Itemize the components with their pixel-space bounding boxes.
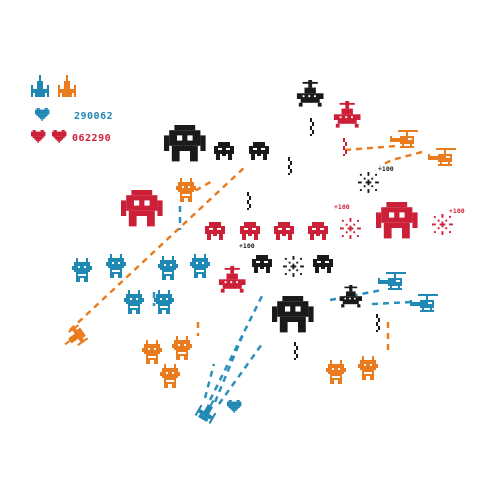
black-alien-enemy-4 bbox=[313, 255, 333, 273]
black-explosion-icon-2 bbox=[283, 256, 304, 277]
black-saucer-enemy-2 bbox=[339, 285, 362, 308]
blue-units bbox=[72, 254, 438, 425]
bonus-label-4: +100 bbox=[239, 242, 255, 250]
orange-bot-enemy-5 bbox=[326, 360, 346, 384]
red-alien-enemy-3 bbox=[274, 222, 294, 240]
red-robot-enemy-2 bbox=[376, 202, 418, 239]
bomb-icon-4 bbox=[294, 342, 298, 360]
blue-bot-enemy-5 bbox=[124, 290, 144, 314]
player2-heart-icon-2 bbox=[52, 130, 67, 143]
orange-bot-enemy-4 bbox=[160, 364, 180, 388]
black-saucer-enemy bbox=[296, 80, 324, 107]
hud: 290062 062290 bbox=[31, 75, 113, 144]
blue-laser-trail-1 bbox=[208, 295, 264, 401]
blue-player-ship-icon bbox=[194, 395, 222, 425]
red-explosion-icon bbox=[340, 218, 361, 239]
player1-score: 290062 bbox=[74, 111, 113, 122]
red-saucer-enemy-2 bbox=[218, 266, 246, 293]
orange-heli-trail-2 bbox=[379, 150, 423, 168]
blue-laser-trail-2 bbox=[213, 331, 246, 403]
black-alien-enemy-3 bbox=[252, 255, 272, 273]
red-bomb-icon bbox=[343, 138, 347, 156]
orange-helicopter-enemy-2 bbox=[428, 148, 456, 166]
bonus-label-1: +100 bbox=[378, 165, 394, 173]
red-explosion-icon-2 bbox=[432, 214, 453, 235]
blue-helicopter-enemy-2 bbox=[410, 294, 438, 312]
bomb-icon bbox=[288, 157, 292, 175]
blue-bot-enemy bbox=[72, 258, 92, 282]
laser-trails bbox=[69, 144, 423, 405]
orange-bot-enemy-6 bbox=[358, 356, 378, 380]
black-alien-enemy bbox=[214, 142, 234, 160]
blue-heart-icon bbox=[227, 400, 242, 413]
orange-heli-trail bbox=[344, 144, 397, 152]
blue-laser-trail-4 bbox=[203, 363, 216, 399]
black-robot-enemy-2 bbox=[272, 296, 314, 333]
player2-heart-icon bbox=[31, 130, 46, 143]
black-robot-enemy bbox=[164, 125, 206, 162]
blue-bot-enemy-6 bbox=[154, 290, 174, 314]
player1-heart-icon bbox=[35, 108, 50, 121]
bonus-labels: +100 +100 +100 +100 bbox=[239, 165, 465, 250]
bomb-icon-3 bbox=[310, 118, 314, 136]
red-saucer-enemy bbox=[333, 101, 361, 128]
red-alien-enemy bbox=[205, 222, 225, 240]
black-alien-enemy-2 bbox=[249, 142, 269, 160]
blue-heli-trail-2 bbox=[371, 300, 413, 306]
player2-score: 062290 bbox=[72, 133, 111, 144]
blue-bot-enemy-3 bbox=[158, 256, 178, 280]
bonus-label-2: +100 bbox=[334, 203, 350, 211]
blue-bot-enemy-2 bbox=[106, 254, 126, 278]
blue-bot-enemy-4 bbox=[190, 254, 210, 278]
player1-life-ship-icon bbox=[31, 75, 49, 97]
red-robot-enemy bbox=[121, 190, 163, 227]
blue-heli-trail bbox=[329, 288, 383, 302]
orange-player-ship-icon bbox=[59, 324, 89, 352]
orange-bot-enemy-3 bbox=[172, 336, 192, 360]
orange-bot-enemy bbox=[176, 178, 196, 202]
bomb-icon-2 bbox=[247, 192, 251, 210]
bonus-label-3: +100 bbox=[449, 207, 465, 215]
bomb-icon-5 bbox=[376, 314, 380, 332]
player2-life-ship-icon bbox=[58, 75, 76, 97]
black-explosion-icon bbox=[358, 172, 379, 193]
red-alien-enemy-2 bbox=[240, 222, 260, 240]
blue-laser-trail-3 bbox=[217, 343, 264, 405]
orange-bot-enemy-2 bbox=[142, 340, 162, 364]
orange-laser-trail bbox=[69, 165, 247, 331]
blue-helicopter-enemy bbox=[378, 272, 406, 290]
red-alien-enemy-4 bbox=[308, 222, 328, 240]
